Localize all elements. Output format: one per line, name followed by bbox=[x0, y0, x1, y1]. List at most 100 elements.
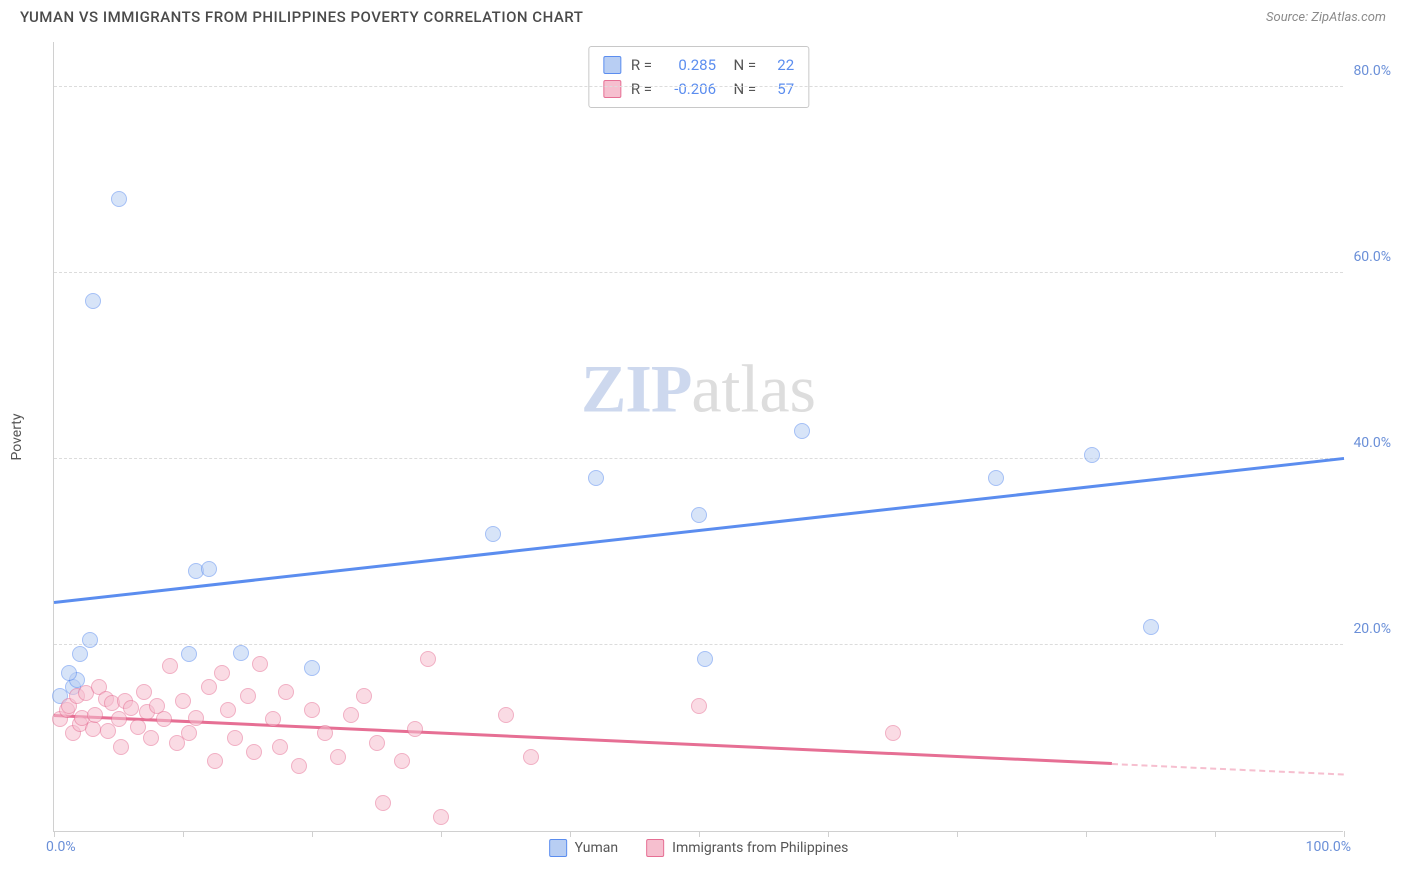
data-point bbox=[136, 684, 152, 700]
y-tick-label: 20.0% bbox=[1353, 621, 1391, 637]
data-point bbox=[394, 753, 410, 769]
data-point bbox=[485, 526, 501, 542]
data-point bbox=[407, 721, 423, 737]
data-point bbox=[885, 725, 901, 741]
data-point bbox=[272, 739, 288, 755]
data-point bbox=[143, 730, 159, 746]
legend-swatch bbox=[603, 80, 621, 98]
x-tick-mark bbox=[1344, 831, 1345, 837]
gridline bbox=[54, 458, 1343, 459]
data-point bbox=[113, 739, 129, 755]
legend-swatch bbox=[603, 56, 621, 74]
y-tick-label: 60.0% bbox=[1353, 249, 1391, 265]
legend-row: R = -0.206 N = 57 bbox=[603, 77, 794, 101]
data-point bbox=[420, 651, 436, 667]
data-point bbox=[794, 423, 810, 439]
source-label: Source: ZipAtlas.com bbox=[1266, 10, 1386, 25]
data-point bbox=[162, 658, 178, 674]
data-point bbox=[246, 744, 262, 760]
data-point bbox=[87, 707, 103, 723]
data-point bbox=[72, 646, 88, 662]
data-point bbox=[317, 725, 333, 741]
watermark-zip: ZIP bbox=[581, 351, 691, 427]
gridline bbox=[54, 644, 1343, 645]
data-point bbox=[278, 684, 294, 700]
x-tick-min: 0.0% bbox=[46, 839, 76, 855]
data-point bbox=[697, 651, 713, 667]
x-tick-mark bbox=[441, 831, 442, 837]
y-tick-label: 80.0% bbox=[1353, 63, 1391, 79]
data-point bbox=[356, 688, 372, 704]
series-legend: Yuman Immigrants from Philippines bbox=[549, 839, 849, 857]
x-tick-mark bbox=[828, 831, 829, 837]
data-point bbox=[265, 711, 281, 727]
data-point bbox=[304, 702, 320, 718]
data-point bbox=[330, 749, 346, 765]
data-point bbox=[304, 660, 320, 676]
data-point bbox=[111, 711, 127, 727]
data-point bbox=[375, 795, 391, 811]
data-point bbox=[588, 470, 604, 486]
data-point bbox=[227, 730, 243, 746]
y-tick-label: 40.0% bbox=[1353, 435, 1391, 451]
legend-n-label: N = bbox=[726, 53, 756, 77]
data-point bbox=[220, 702, 236, 718]
data-point bbox=[343, 707, 359, 723]
legend-n-value: 22 bbox=[766, 53, 794, 77]
x-tick-mark bbox=[1086, 831, 1087, 837]
data-point bbox=[369, 735, 385, 751]
data-point bbox=[523, 749, 539, 765]
data-point bbox=[61, 665, 77, 681]
gridline bbox=[54, 86, 1343, 87]
data-point bbox=[1143, 619, 1159, 635]
trend-line-dashed bbox=[1112, 763, 1344, 776]
x-tick-mark bbox=[1215, 831, 1216, 837]
legend-swatch bbox=[549, 839, 567, 857]
legend-r-value: -0.206 bbox=[662, 77, 716, 101]
data-point bbox=[988, 470, 1004, 486]
legend-item: Immigrants from Philippines bbox=[646, 839, 848, 857]
data-point bbox=[252, 656, 268, 672]
watermark: ZIPatlas bbox=[581, 350, 816, 429]
data-point bbox=[1084, 447, 1100, 463]
x-tick-mark bbox=[312, 831, 313, 837]
legend-r-label: R = bbox=[631, 53, 652, 77]
data-point bbox=[82, 632, 98, 648]
gridline bbox=[54, 272, 1343, 273]
data-point bbox=[85, 293, 101, 309]
data-point bbox=[123, 700, 139, 716]
legend-label: Immigrants from Philippines bbox=[672, 840, 848, 856]
data-point bbox=[433, 809, 449, 825]
data-point bbox=[181, 646, 197, 662]
data-point bbox=[201, 679, 217, 695]
data-point bbox=[240, 688, 256, 704]
data-point bbox=[85, 721, 101, 737]
legend-row: R = 0.285 N = 22 bbox=[603, 53, 794, 77]
legend-label: Yuman bbox=[575, 840, 618, 856]
data-point bbox=[207, 753, 223, 769]
x-tick-mark bbox=[699, 831, 700, 837]
data-point bbox=[691, 507, 707, 523]
legend-r-label: R = bbox=[631, 77, 652, 101]
x-tick-mark bbox=[54, 831, 55, 837]
legend-r-value: 0.285 bbox=[662, 53, 716, 77]
x-tick-mark bbox=[183, 831, 184, 837]
header-row: YUMAN VS IMMIGRANTS FROM PHILIPPINES POV… bbox=[0, 0, 1406, 30]
data-point bbox=[691, 698, 707, 714]
legend-swatch bbox=[646, 839, 664, 857]
legend-item: Yuman bbox=[549, 839, 618, 857]
legend-n-value: 57 bbox=[766, 77, 794, 101]
data-point bbox=[201, 561, 217, 577]
legend-n-label: N = bbox=[726, 77, 756, 101]
trend-line bbox=[54, 457, 1344, 604]
data-point bbox=[181, 725, 197, 741]
correlation-legend: R = 0.285 N = 22 R = -0.206 N = 57 bbox=[588, 46, 809, 108]
plot-wrap: Poverty ZIPatlas R =0.285 N =22R =-0.206… bbox=[45, 42, 1385, 832]
data-point bbox=[175, 693, 191, 709]
data-point bbox=[291, 758, 307, 774]
x-tick-mark bbox=[957, 831, 958, 837]
data-point bbox=[188, 710, 204, 726]
plot-area: ZIPatlas R =0.285 N =22R =-0.206 N =57 Y… bbox=[53, 42, 1343, 832]
watermark-atlas: atlas bbox=[691, 351, 816, 427]
chart-title: YUMAN VS IMMIGRANTS FROM PHILIPPINES POV… bbox=[20, 8, 583, 26]
